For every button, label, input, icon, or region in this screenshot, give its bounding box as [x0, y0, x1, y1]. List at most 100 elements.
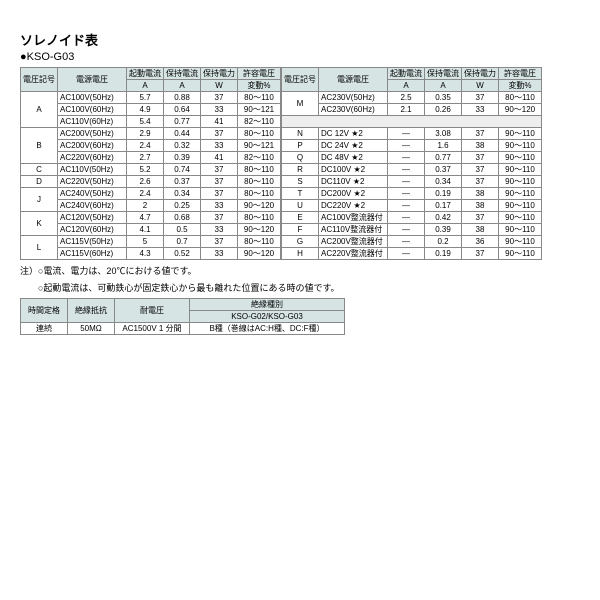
note-2: ○起動電流は、可動鉄心が固定鉄心から最も離れた位置にある時の値です。 — [20, 281, 580, 294]
start-current: 2.4 — [127, 140, 164, 152]
voltage-code: K — [21, 212, 58, 236]
hold-power: 37 — [201, 92, 238, 104]
voltage-tolerance: 90～110 — [499, 140, 542, 152]
model-label: ●KSO-G03 — [20, 51, 580, 63]
start-current: — — [388, 140, 425, 152]
hold-current: 1.6 — [425, 140, 462, 152]
hold-power: 36 — [462, 236, 499, 248]
table-row: AAC100V(50Hz)5.70.883780～110 — [21, 92, 281, 104]
blank-row — [282, 116, 542, 128]
start-current: — — [388, 176, 425, 188]
hold-power: 37 — [201, 236, 238, 248]
start-current: 5.7 — [127, 92, 164, 104]
voltage-code: Q — [282, 152, 319, 164]
voltage-value: AC100V(60Hz) — [58, 104, 127, 116]
hold-power: 37 — [462, 176, 499, 188]
hold-current: 0.7 — [164, 236, 201, 248]
hold-current: 0.17 — [425, 200, 462, 212]
start-current: 2 — [127, 200, 164, 212]
hold-power: 41 — [201, 152, 238, 164]
hold-power: 41 — [201, 116, 238, 128]
col-model: KSO-G02/KSO-G03 — [190, 311, 345, 323]
voltage-value: AC120V(60Hz) — [58, 224, 127, 236]
hold-power: 38 — [462, 200, 499, 212]
voltage-code: D — [21, 176, 58, 188]
voltage-tolerance: 82～110 — [238, 152, 281, 164]
table-row: AC120V(60Hz)4.10.53390～120 — [21, 224, 281, 236]
voltage-code: B — [21, 128, 58, 164]
hold-current: 0.77 — [164, 116, 201, 128]
voltage-tolerance: 90～110 — [499, 212, 542, 224]
voltage-value: AC110V(50Hz) — [58, 164, 127, 176]
start-current: 5.4 — [127, 116, 164, 128]
table-row: NDC 12V ★2—3.083790～110 — [282, 128, 542, 140]
hold-power: 38 — [462, 224, 499, 236]
voltage-tolerance: 82～110 — [238, 116, 281, 128]
col-volt: 電源電圧 — [58, 68, 127, 92]
hold-current: 0.39 — [425, 224, 462, 236]
voltage-tolerance: 80～110 — [238, 176, 281, 188]
voltage-tolerance: 90～110 — [499, 128, 542, 140]
voltage-value: AC220V(60Hz) — [58, 152, 127, 164]
hold-current: 0.74 — [164, 164, 201, 176]
table-row: AC240V(60Hz)20.253390～120 — [21, 200, 281, 212]
table-row: BAC200V(50Hz)2.90.443780～110 — [21, 128, 281, 140]
voltage-tolerance: 90～121 — [238, 140, 281, 152]
voltage-tolerance: 80～110 — [238, 128, 281, 140]
start-current: — — [388, 188, 425, 200]
voltage-value: AC120V(50Hz) — [58, 212, 127, 224]
hold-current: 0.37 — [164, 176, 201, 188]
start-current: — — [388, 152, 425, 164]
hold-power: 37 — [462, 212, 499, 224]
voltage-tolerance: 80～110 — [238, 236, 281, 248]
hold-power: 37 — [462, 152, 499, 164]
table-row: GAC200V整流器付—0.23690～110 — [282, 236, 542, 248]
voltage-value: AC240V(50Hz) — [58, 188, 127, 200]
table-row: DAC220V(50Hz)2.60.373780～110 — [21, 176, 281, 188]
voltage-value: AC240V(60Hz) — [58, 200, 127, 212]
voltage-value: DC 24V ★2 — [319, 140, 388, 152]
voltage-value: DC100V ★2 — [319, 164, 388, 176]
col-insul-res: 絶縁抵抗 — [68, 299, 115, 323]
table-row: AC220V(60Hz)2.70.394182～110 — [21, 152, 281, 164]
col-volt: 電源電圧 — [319, 68, 388, 92]
voltage-value: AC230V(60Hz) — [319, 104, 388, 116]
table-row: AC100V(60Hz)4.90.643390～121 — [21, 104, 281, 116]
col-pct: 許容電圧 — [499, 68, 542, 80]
hold-power: 33 — [201, 140, 238, 152]
table-row: MAC230V(50Hz)2.50.353780～110 — [282, 92, 542, 104]
hold-current: 0.37 — [425, 164, 462, 176]
table-row: CAC110V(50Hz)5.20.743780～110 — [21, 164, 281, 176]
hold-current: 0.35 — [425, 92, 462, 104]
table-row: AC230V(60Hz)2.10.263390～120 — [282, 104, 542, 116]
voltage-code: M — [282, 92, 319, 116]
voltage-tolerance: 90～110 — [499, 152, 542, 164]
hold-power: 37 — [201, 188, 238, 200]
voltage-tolerance: 90～110 — [499, 224, 542, 236]
hold-current: 0.39 — [164, 152, 201, 164]
voltage-value: AC115V(60Hz) — [58, 248, 127, 260]
solenoid-table-left: 電圧記号電源電圧起動電流保持電流保持電力許容電圧AAW変動%AAC100V(50… — [20, 67, 281, 260]
table-row: PDC 24V ★2—1.63890～110 — [282, 140, 542, 152]
table-row: QDC 48V ★2—0.773790～110 — [282, 152, 542, 164]
start-current: 2.4 — [127, 188, 164, 200]
start-current: 4.1 — [127, 224, 164, 236]
voltage-tolerance: 90～110 — [499, 236, 542, 248]
start-current: — — [388, 200, 425, 212]
voltage-tolerance: 80～110 — [238, 92, 281, 104]
voltage-tolerance: 90～121 — [238, 104, 281, 116]
voltage-value: AC200V(60Hz) — [58, 140, 127, 152]
voltage-code: U — [282, 200, 319, 212]
voltage-value: AC100V(50Hz) — [58, 92, 127, 104]
start-current: 5 — [127, 236, 164, 248]
voltage-value: DC200V ★2 — [319, 188, 388, 200]
voltage-tolerance: 90～120 — [238, 200, 281, 212]
table-row: 連続50MΩAC1500V 1 分間B種（巻線はAC:H種、DC:F種） — [21, 323, 345, 335]
table-row: EAC100V整流器付—0.423790～110 — [282, 212, 542, 224]
hold-power: 37 — [462, 248, 499, 260]
table-row: JAC240V(50Hz)2.40.343780～110 — [21, 188, 281, 200]
col-start-a: 起動電流 — [127, 68, 164, 80]
voltage-code: C — [21, 164, 58, 176]
voltage-value: AC220V(50Hz) — [58, 176, 127, 188]
voltage-code: T — [282, 188, 319, 200]
